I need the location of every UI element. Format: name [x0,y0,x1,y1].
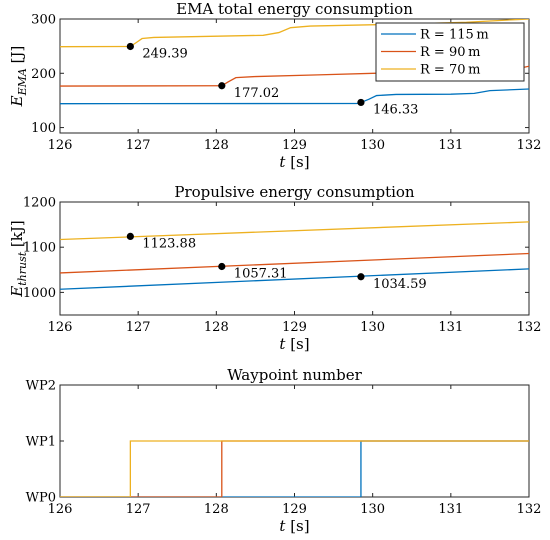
y-tick-label: 300 [31,13,56,28]
series-line-2 [60,252,529,274]
series-line-3 [60,221,529,241]
y-axis-subscript: EMA [16,68,29,96]
y-axis-subscript: thrust [16,251,29,285]
x-tick-label: 130 [360,320,385,335]
x-tick-label: 126 [48,138,73,153]
data-point-marker [218,262,226,271]
x-tick-label: 128 [204,502,229,517]
x-tick-label: 130 [360,138,385,153]
data-point-marker [218,82,226,90]
x-axis-unit: [s] [285,153,309,171]
data-point-label: 1057.31 [234,266,288,281]
y-tick-label: WP1 [26,435,56,450]
legend-entry: R = 70 m [420,63,480,78]
x-tick-label: 126 [48,320,73,335]
x-tick-label: 126 [48,502,73,517]
y-axis-label: Ethrust [kJ] [8,220,29,297]
x-tick-label: 132 [517,502,542,517]
axes-box [59,201,530,316]
y-tick-label: WP0 [26,491,56,506]
data-point-label: 177.02 [234,86,280,101]
x-axis-unit: [s] [285,517,309,535]
x-tick-label: 132 [517,320,542,335]
x-tick-label: 128 [204,138,229,153]
x-axis-label: t [s] [279,153,309,171]
subplot-2: Propulsive energy consumption 126 127 128 12… [8,183,541,353]
y-tick-label: 100 [31,121,56,136]
x-tick-label: 129 [282,138,307,153]
x-axis-symbol: t [279,517,286,535]
series-line-3 [60,440,529,497]
series-line-1 [60,268,529,290]
data-point-marker [126,232,134,241]
x-tick-label: 127 [126,320,151,335]
x-tick-label: 129 [282,320,307,335]
data-point-label: 1034.59 [373,277,427,292]
y-tick-label: 200 [31,67,56,82]
data-point-marker [126,42,134,51]
data-point-marker [357,98,365,107]
chart-title: Propulsive energy consumption [174,183,415,201]
series-group [60,440,529,497]
y-axis-unit: [kJ] [8,220,26,252]
x-axis-symbol: t [279,153,286,171]
x-tick-label: 129 [282,502,307,517]
x-axis-symbol: t [279,335,286,353]
data-point-label: 1123.88 [142,236,196,251]
data-point-marker [357,273,365,281]
x-tick-label: 132 [517,138,542,153]
y-tick-label: 1000 [23,286,56,301]
x-tick-label: 131 [438,320,463,335]
y-axis-symbol: E [8,95,26,107]
x-tick-label: 127 [126,502,151,517]
data-point-label: 146.33 [373,102,419,117]
legend-entry: R = 90 m [420,45,480,60]
chart-title: EMA total energy consumption [176,0,413,18]
x-tick-label: 131 [438,502,463,517]
data-point-label: 249.39 [142,46,188,61]
y-axis-unit: [J] [8,46,26,69]
x-axis-label: t [s] [279,335,309,353]
legend: R = 115 m R = 90 m R = 70 m [375,22,525,82]
chart-title: Waypoint number [227,366,362,384]
subplot-3: Waypoint number 126 127 128 129 130 131 132 WP0 W… [26,366,542,535]
x-tick-label: 128 [204,320,229,335]
subplot-1: EMA total energy consumption 126 127 128 129… [8,0,541,171]
series-group [60,221,529,290]
y-tick-label: 1200 [23,196,56,211]
y-tick-label: 1100 [23,241,56,256]
legend-entry: R = 115 m [420,28,489,43]
x-tick-label: 130 [360,502,385,517]
x-tick-label: 127 [126,138,151,153]
x-axis-unit: [s] [285,335,309,353]
y-tick-label: WP2 [26,379,56,394]
x-axis-label: t [s] [279,517,309,535]
y-axis-symbol: E [8,286,26,298]
x-tick-label: 131 [438,138,463,153]
y-axis-label: EEMA [J] [8,46,29,108]
